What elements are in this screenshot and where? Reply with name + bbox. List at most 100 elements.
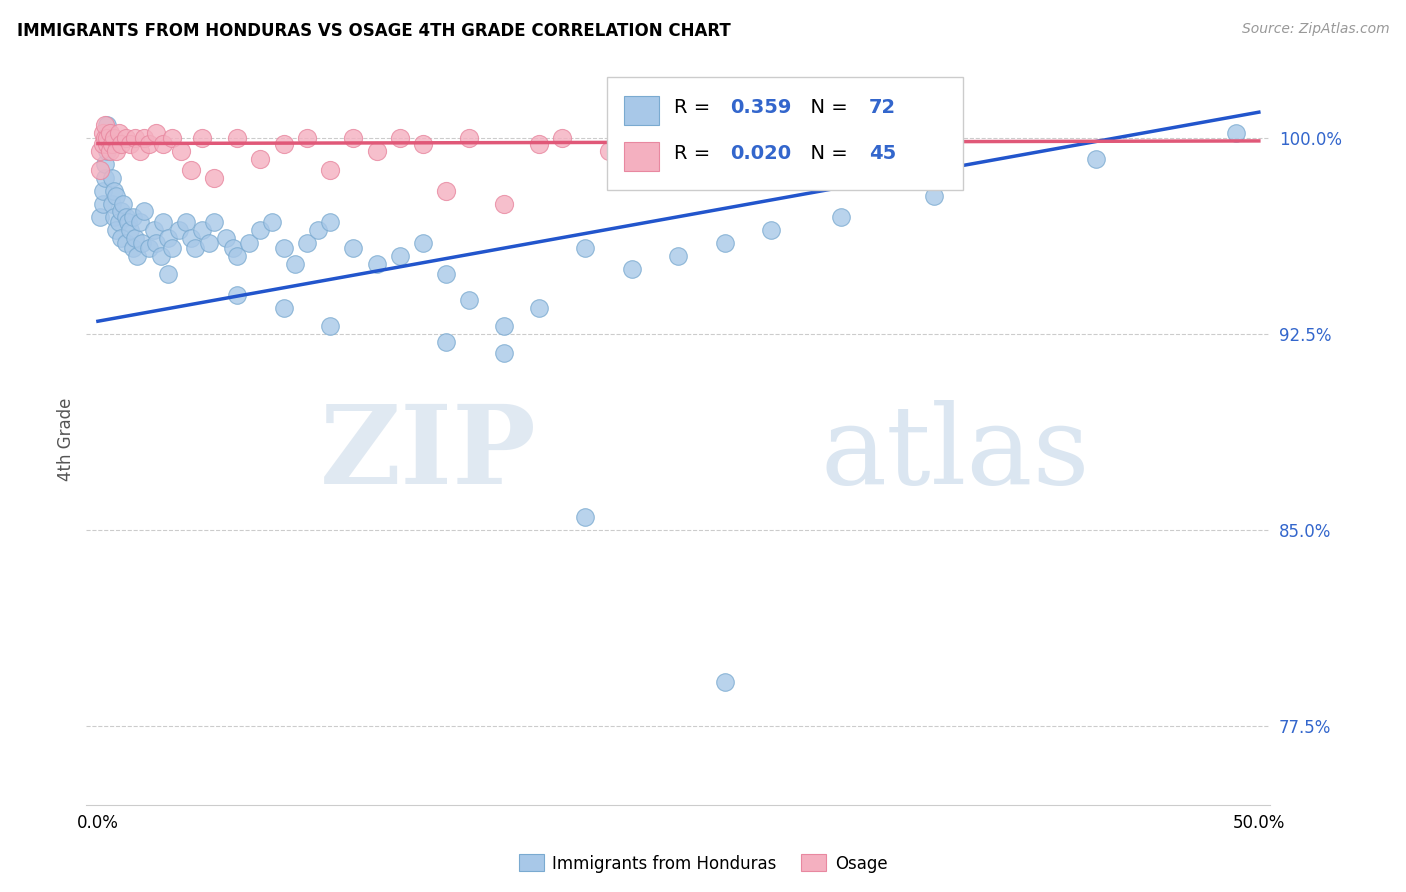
Point: [160, 241, 183, 255]
Point: [551, 131, 574, 145]
Point: [138, 241, 160, 255]
Point: [96, 136, 118, 151]
Point: [180, 230, 202, 244]
Point: [124, 230, 146, 244]
Point: [94, 118, 117, 132]
Point: [114, 235, 136, 250]
Point: [91, 184, 114, 198]
Point: [103, 184, 125, 198]
Point: [145, 126, 167, 140]
Point: [494, 319, 516, 334]
Point: [156, 230, 179, 244]
Text: atlas: atlas: [821, 400, 1090, 507]
Point: [249, 223, 271, 237]
Text: 45: 45: [869, 144, 896, 163]
Point: [238, 235, 260, 250]
Point: [388, 131, 411, 145]
Point: [191, 223, 214, 237]
Point: [89, 162, 111, 177]
Text: 72: 72: [869, 98, 896, 117]
Point: [527, 136, 550, 151]
Point: [131, 235, 153, 250]
Point: [761, 223, 783, 237]
Point: [180, 162, 202, 177]
Point: [128, 145, 150, 159]
Legend: Immigrants from Honduras, Osage: Immigrants from Honduras, Osage: [512, 847, 894, 880]
Point: [98, 145, 121, 159]
Point: [342, 241, 364, 255]
Point: [221, 241, 243, 255]
Point: [105, 189, 128, 203]
Point: [574, 510, 596, 524]
Point: [174, 215, 197, 229]
Point: [145, 235, 167, 250]
Point: [434, 184, 457, 198]
Point: [117, 215, 139, 229]
Point: [295, 235, 318, 250]
Point: [319, 319, 342, 334]
Point: [167, 223, 190, 237]
Point: [494, 345, 516, 359]
Point: [273, 301, 295, 315]
Point: [273, 136, 295, 151]
Point: [94, 157, 117, 171]
Point: [458, 131, 481, 145]
Point: [666, 249, 689, 263]
Point: [226, 131, 249, 145]
Point: [114, 210, 136, 224]
Point: [412, 136, 434, 151]
FancyBboxPatch shape: [624, 95, 659, 125]
Text: Source: ZipAtlas.com: Source: ZipAtlas.com: [1241, 22, 1389, 37]
Point: [214, 230, 236, 244]
Point: [121, 210, 143, 224]
Point: [103, 131, 125, 145]
Point: [110, 230, 132, 244]
Point: [1225, 126, 1247, 140]
Point: [105, 223, 128, 237]
Point: [644, 131, 666, 145]
FancyBboxPatch shape: [607, 77, 963, 190]
Point: [101, 170, 124, 185]
Point: [342, 131, 364, 145]
Point: [830, 210, 852, 224]
Point: [112, 196, 135, 211]
Text: N =: N =: [799, 144, 853, 163]
Point: [128, 215, 150, 229]
Point: [110, 136, 132, 151]
Point: [690, 136, 713, 151]
Text: R =: R =: [673, 144, 716, 163]
Point: [202, 170, 225, 185]
Point: [191, 131, 214, 145]
Point: [273, 241, 295, 255]
Point: [98, 126, 121, 140]
Point: [152, 136, 174, 151]
Text: N =: N =: [799, 98, 853, 117]
Point: [152, 215, 174, 229]
Point: [138, 136, 160, 151]
Point: [598, 145, 620, 159]
Point: [98, 136, 121, 151]
Point: [91, 136, 114, 151]
Point: [101, 196, 124, 211]
Point: [574, 241, 596, 255]
Point: [105, 145, 128, 159]
Point: [96, 131, 118, 145]
Point: [101, 136, 124, 151]
Point: [98, 131, 121, 145]
Point: [922, 189, 945, 203]
Point: [89, 145, 111, 159]
Point: [114, 131, 136, 145]
Text: ZIP: ZIP: [319, 400, 536, 507]
Point: [142, 223, 165, 237]
Text: 0.359: 0.359: [731, 98, 792, 117]
Point: [202, 215, 225, 229]
Point: [1085, 152, 1108, 166]
Point: [434, 335, 457, 350]
Point: [714, 235, 737, 250]
Text: R =: R =: [673, 98, 716, 117]
Text: 0.020: 0.020: [731, 144, 792, 163]
Point: [91, 196, 114, 211]
Point: [714, 674, 737, 689]
Y-axis label: 4th Grade: 4th Grade: [58, 397, 75, 481]
Point: [121, 241, 143, 255]
